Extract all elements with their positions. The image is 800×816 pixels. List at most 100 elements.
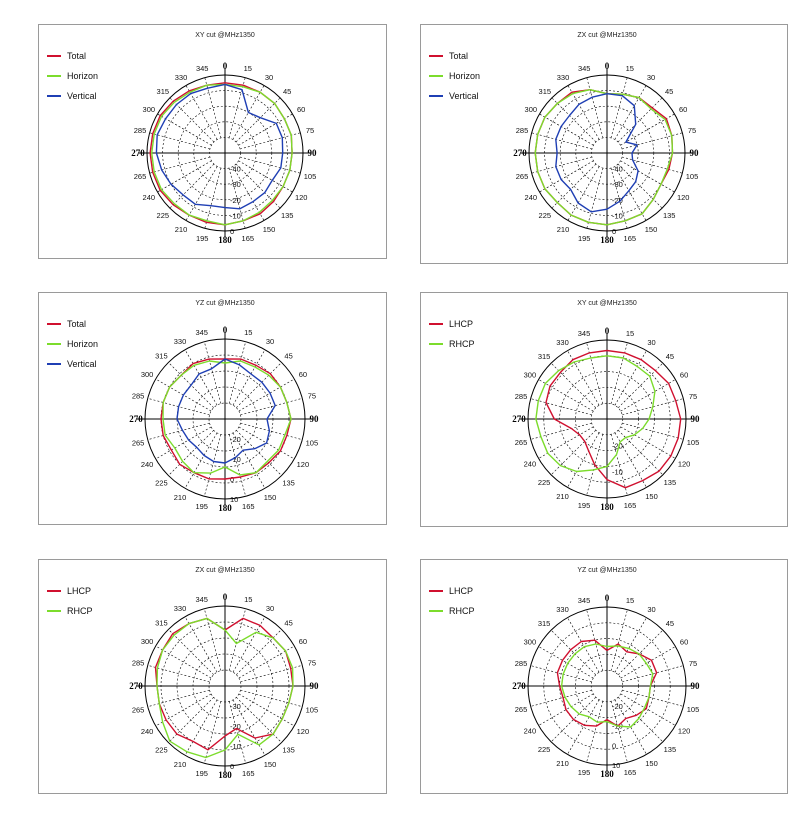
grid-spoke [617, 629, 664, 676]
angle-tick-label: 75 [308, 659, 316, 668]
angle-tick-label: 105 [306, 438, 319, 447]
grid-spoke [610, 609, 628, 671]
angle-tick-label: 15 [244, 595, 252, 604]
angle-tick-label: 30 [647, 338, 655, 347]
angle-tick-label: 150 [645, 225, 658, 234]
angle-tick-label: 330 [556, 605, 569, 614]
grid-spoke [614, 699, 647, 755]
angle-tick-label: 210 [556, 492, 569, 501]
series-line-rhcp [156, 617, 294, 759]
angle-tick-label: 180 [218, 503, 232, 513]
chart-title: YZ cut @MHz1350 [577, 567, 636, 574]
angle-tick-label: 225 [538, 745, 551, 754]
legend-label: Vertical [67, 91, 97, 101]
radial-tick-label: -30 [230, 180, 241, 189]
angle-tick-label: 315 [539, 87, 552, 96]
radial-tick-label: -20 [612, 441, 623, 450]
grid-spoke [236, 362, 282, 408]
grid-spoke [551, 163, 597, 209]
angle-tick-label: 15 [626, 329, 634, 338]
radial-tick-label: -30 [612, 180, 623, 189]
angle-tick-label: 270 [512, 414, 526, 424]
grid-spoke [622, 689, 684, 707]
polar-panel-yz-linear: YZ cut @MHz1350 0 15 30 45 60 75 90 105 120 135 150… [38, 292, 387, 525]
grid-spoke [617, 163, 663, 209]
grid-spoke [620, 379, 676, 412]
series-line-total [149, 82, 293, 226]
angle-tick-label: 15 [244, 64, 252, 73]
series-line-horizon [150, 83, 293, 226]
angle-tick-label: 315 [538, 619, 551, 628]
radial-tick-label: 10 [612, 761, 620, 770]
legend-label: Vertical [67, 359, 97, 369]
grid-spoke [620, 693, 676, 726]
angle-tick-label: 15 [626, 64, 634, 73]
polar-panel-xy-circular: XY cut @MHz1350 0 15 30 45 60 75 90 105 120 135 150… [420, 292, 788, 527]
grid-spoke [538, 379, 594, 412]
angle-tick-label: 265 [515, 705, 528, 714]
grid-spoke [238, 693, 295, 727]
grid-spoke [567, 350, 600, 406]
grid-spoke [531, 156, 592, 174]
grid-spoke [550, 629, 597, 676]
angle-tick-label: 105 [687, 438, 700, 447]
radial-tick-label: 0 [230, 762, 234, 771]
grid-spoke [530, 665, 592, 683]
legend-label: RHCP [67, 606, 93, 616]
angle-tick-label: 315 [155, 351, 168, 360]
radial-tick-label: -20 [230, 722, 241, 731]
series-line-rhcp [560, 643, 654, 728]
angle-tick-label: 180 [218, 770, 232, 780]
series-line-horizon [534, 88, 674, 226]
angle-tick-label: 285 [134, 126, 147, 135]
grid-spoke [184, 616, 218, 673]
angle-tick-label: 180 [218, 235, 232, 245]
angle-tick-label: 345 [195, 595, 208, 604]
angle-tick-label: 240 [524, 460, 537, 469]
grid-spoke [530, 398, 592, 416]
angle-tick-label: 30 [265, 73, 273, 82]
angle-tick-label: 0 [605, 593, 610, 603]
angle-tick-label: 120 [677, 193, 690, 202]
grid-spoke [236, 430, 282, 476]
grid-spoke [232, 349, 266, 406]
grid-spoke [567, 617, 600, 673]
angle-tick-label: 285 [132, 392, 145, 401]
grid-spoke [610, 434, 628, 496]
grid-spoke [238, 426, 295, 460]
grid-spoke [169, 163, 215, 209]
angle-tick-label: 0 [605, 61, 610, 71]
angle-tick-label: 45 [666, 619, 674, 628]
grid-spoke [204, 341, 222, 404]
radial-tick-label: -20 [230, 196, 241, 205]
grid-spoke [169, 97, 215, 143]
angle-tick-label: 45 [284, 351, 292, 360]
angle-tick-label: 300 [524, 371, 537, 380]
angle-tick-label: 225 [539, 211, 552, 220]
angle-tick-label: 330 [557, 73, 570, 82]
legend-label: Total [67, 319, 86, 329]
angle-tick-label: 285 [515, 392, 528, 401]
angle-tick-label: 300 [143, 105, 156, 114]
chart-title: XY cut @MHz1350 [195, 32, 255, 39]
angle-tick-label: 105 [306, 705, 319, 714]
grid-spoke [530, 689, 592, 707]
grid-spoke [168, 697, 214, 743]
series-line-vertical [155, 83, 284, 210]
grid-spoke [184, 349, 218, 406]
series-line-vertical [555, 93, 639, 213]
angle-tick-label: 195 [578, 501, 591, 510]
angle-tick-label: 150 [264, 760, 277, 769]
angle-tick-label: 345 [578, 64, 591, 73]
angle-tick-label: 45 [666, 352, 674, 361]
angle-tick-label: 195 [578, 234, 591, 243]
angle-tick-label: 265 [132, 705, 145, 714]
angle-tick-label: 0 [223, 325, 228, 335]
radial-tick-label: -20 [612, 196, 623, 205]
grid-spoke [586, 434, 604, 496]
angle-tick-label: 150 [264, 493, 277, 502]
angle-tick-label: 300 [524, 638, 537, 647]
chart-title: ZX cut @MHz1350 [195, 567, 254, 574]
